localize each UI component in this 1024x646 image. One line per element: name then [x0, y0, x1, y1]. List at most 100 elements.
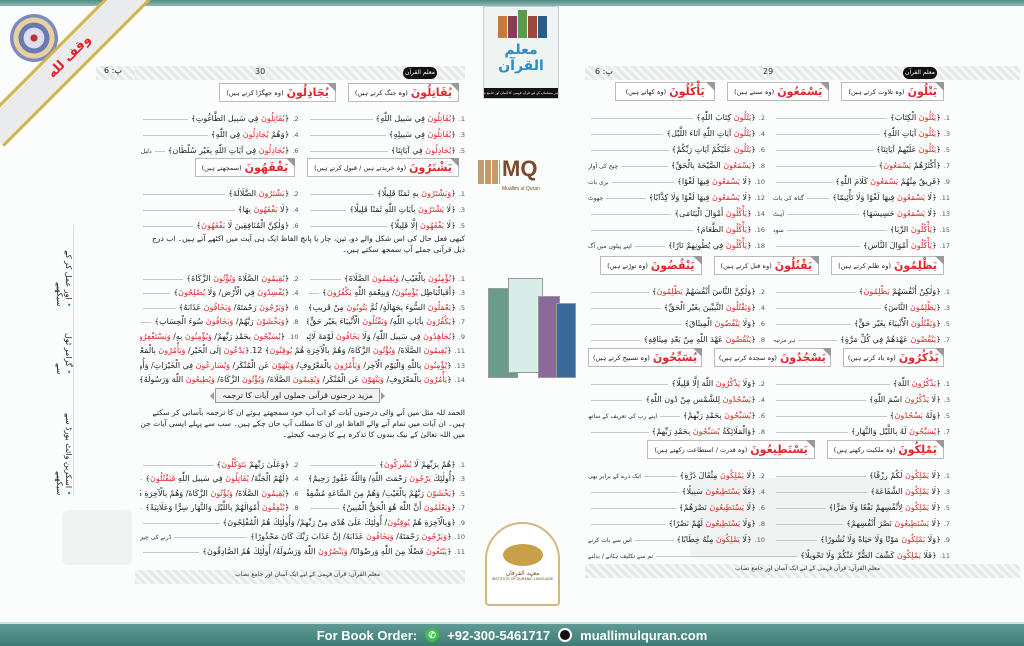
item-number: 4. — [292, 289, 299, 297]
list-item: 9. ﴿يُجَاهِدُونَ فِي سَبِيلِ اللّٰهِ/ وَل… — [307, 326, 466, 341]
item-number: 4. — [292, 206, 299, 214]
item-number: 9. — [458, 518, 465, 527]
answer-line — [309, 135, 386, 136]
list-item: 4. ﴿يُفْسِدُونَ فِي الْأَرْضِ/ وَلَا يُصْ… — [140, 283, 299, 297]
item-text: ﴿يُجَادِلُونَ فِي آيَاتِ اللّٰهِ بِغَيْر… — [167, 146, 290, 155]
instruction-text: کبھی فعل حال کی اس شکل والے دو، تین، چار… — [152, 234, 465, 254]
item-number: 4. — [758, 304, 765, 312]
item-text: ﴿يَتْلُونَ كِتَابَ اللّٰهِ﴾ — [696, 113, 756, 122]
item-number: 7. — [458, 318, 465, 326]
item-text: ﴿لَا يَمْلِكُونَ لِأَنْفُسِهِمْ نَفْعًا … — [828, 503, 941, 512]
item-text: ﴿وَهُمْ يُجَادِلُونَ فِي اللّٰهِ﴾ — [210, 130, 290, 139]
highlighted-verb: وَيَقْتُلُونَ — [725, 303, 752, 312]
item-text: ﴿وَيَعْلَمُونَ أَنَّ اللّٰهَ هُوَ الْحَق… — [341, 503, 456, 512]
item-text: ﴿يُسَبِّحُونَ بِحَمْدِ رَبِّهِمْ﴾ — [683, 411, 756, 420]
item-number: 7. — [458, 504, 465, 512]
verb: يَمْلِكُونَ — [898, 443, 937, 456]
list-item: 3. ﴿أُولٰئِكَ يَرْجُونَ رَحْمَتَ اللّٰهِ/… — [307, 469, 465, 483]
item-number: 2. — [292, 115, 299, 123]
verb: يُسَبِّحُونَ — [652, 351, 697, 364]
highlighted-verb: يَسْمَعُونَ — [711, 193, 740, 202]
answer-line — [776, 308, 881, 309]
highlighted-verb: يَمْلِكُونَ — [905, 503, 929, 512]
highlighted-verb: يَسْمَعُونَ — [711, 177, 740, 186]
highlighted-verb: يُشْرِكُونَ — [383, 459, 412, 469]
website-link[interactable]: muallimulquran.com — [580, 627, 708, 643]
open-book-icon — [502, 544, 543, 566]
answer-line — [154, 151, 165, 152]
margin-notes: • اسکرین وائٹ بورڈ سے سیکھیے • گرامر ٹول… — [38, 225, 74, 495]
item-number: 15. — [939, 226, 950, 234]
left-page-header: 30 معلم القرآن — [135, 66, 465, 80]
item-number: 14. — [454, 376, 465, 384]
item-note: اپنے پیٹوں میں آگ — [588, 243, 632, 250]
item-number: 3. — [943, 130, 950, 138]
header-badge: معلم القرآن — [403, 67, 437, 79]
item-note: دلیل کے بغیر — [140, 148, 152, 155]
whatsapp-icon: ✆ — [425, 628, 440, 642]
item-text: ﴿يُؤْمِنُونَ بِاللّٰهِ وَالْيَوْمِ الْآخ… — [140, 360, 452, 370]
answer-line — [143, 307, 176, 309]
highlighted-verb: وَيَسْتَغْفِرُونَ — [140, 331, 171, 341]
verb: يَظْلِمُونَ — [894, 259, 937, 272]
page-number: 29 — [763, 67, 774, 76]
highlighted-verb: وَيَأْمُرُونَ — [158, 346, 186, 355]
item-note: تم سے تکلیف ہٹانے / بدلنے — [588, 553, 654, 560]
item-number: 1. — [943, 380, 950, 388]
answer-line — [591, 340, 641, 341]
right-page-header: پ: 6 29 معلم القرآن — [585, 66, 1020, 80]
list-item: 7. ﴿وَيَعْلَمُونَ أَنَّ اللّٰهَ هُوَ الْح… — [307, 498, 465, 512]
item-number: 5. — [943, 320, 950, 328]
section-banner: مزید درجنوں قرآنی جملوں اور آیات کا ترجم… — [210, 388, 385, 403]
item-text: ﴿وَلَا يَمْلِكُونَ مَوْتًا وَلَا حَيَاةً… — [820, 535, 941, 544]
item-text: ﴿وَيَقْتُلُونَ النَّبِيِّينَ بِغَيْرِ ال… — [663, 303, 756, 312]
list-item: 5. ﴿لَا يَفْقَهُونَ إِلَّا قَلِيلًا﴾ — [307, 214, 465, 230]
highlighted-verb: يَسْمَعُونَ — [870, 177, 899, 186]
item-number: 8. — [292, 504, 299, 512]
item-note: بری بات — [588, 179, 609, 186]
item-text: ﴿وَعَلَىٰ رَبِّهِمْ يَتَوَكَّلُونَ﴾ — [216, 459, 290, 469]
item-text: ﴿يُسَبِّحُونَ لَهُ بِاللَّيْلِ وَالنَّهَ… — [850, 427, 941, 436]
list-item: 2. ﴿يَشْتَرُونَ الضَّلَالَةَ﴾ — [140, 182, 299, 198]
item-number: 4. — [758, 130, 765, 138]
highlighted-verb: يَمْلِكُونَ — [905, 487, 929, 496]
highlighted-verb: وَيَشْتَرُونَ — [421, 189, 452, 198]
verb-meaning: (وہ یاد کرتے ہیں) — [847, 353, 896, 362]
item-number: 3. — [458, 475, 465, 483]
answer-line — [776, 292, 856, 293]
item-number: 3. — [458, 289, 465, 297]
list-item: 5. ﴿يَتْلُونَ عَلَيْهِمْ آيَاتِنَا﴾ — [773, 138, 950, 154]
highlighted-verb: يُسَبِّحُونَ — [253, 331, 281, 341]
list-item: 11. ﴿فَلَا يَمْلِكُونَ كَشْفَ الضُّرِّ عَ… — [588, 544, 950, 560]
list-item: 2. ﴿وَعَلَىٰ رَبِّهِمْ يَتَوَكَّلُونَ﴾ — [140, 454, 299, 469]
answer-line — [309, 210, 347, 211]
answer-line — [591, 118, 694, 119]
verb-meaning: (وہ توڑتے ہیں) — [607, 261, 648, 270]
part-label: پ: 6 — [104, 66, 122, 75]
highlighted-verb: يَأْمُرُونَ — [423, 375, 447, 384]
section-left-1: يُقَاتِلُونَ (وہ جنگ کرتے ہیں) يُجَادِلُون… — [140, 83, 465, 155]
highlighted-verb: يَسْتَطِيعُونَ — [705, 519, 741, 528]
list-item: 8. ﴿يَسْمَعُونَ الصَّيْحَةَ بِالْحَقِّ﴾ چی… — [588, 154, 765, 170]
verb-box: يَفْقَهُونَ (سمجھتے ہیں) — [194, 158, 296, 177]
answer-line — [776, 508, 826, 509]
highlighted-verb: يُجَادِلُونَ — [242, 130, 269, 139]
list-item: 2. ﴿يُقَاتِلُونَ فِي سَبِيلِ الطَّاغُوتِ﴾ — [140, 107, 299, 123]
item-number: 11. — [454, 347, 465, 355]
answer-line — [591, 292, 649, 293]
answer-line — [309, 464, 377, 466]
answer-line — [141, 322, 152, 323]
highlighted-verb: يَكْفُرُونَ — [326, 288, 352, 297]
item-list: 1. ﴿وَلٰكِنْ أَنْفُسَهُمْ يَظْلِمُونَ﴾ 2. ﴿… — [588, 280, 950, 344]
verb-box: يَسْجُدُونَ (وہ سجدہ کرتے ہیں) — [713, 348, 831, 367]
logo-name: Muallim ul Quran — [502, 186, 540, 192]
verb-meaning: (وہ ملکیت رکھتے ہیں) — [833, 445, 896, 454]
item-text: ﴿يُقِيمُونَ الصَّلَاةَ/ وَيُؤْتُونَ الزَ… — [140, 488, 290, 498]
list-item: 18. ﴿يَأْكُلُونَ فِي بُطُونِهِمْ نَارًا﴾ ا… — [588, 234, 765, 250]
highlighted-verb: وَيَقْتُلُونَ — [910, 319, 937, 328]
highlighted-verb: يَمْلِكُونَ — [901, 535, 926, 544]
phone-link[interactable]: +92-300-5461717 — [447, 627, 551, 643]
answer-line — [591, 432, 649, 433]
item-number: 1. — [458, 115, 465, 123]
list-item: 6. ﴿وَلٰكِنَّ الْمُنَافِقِينَ لَا يَفْقَه… — [140, 214, 299, 230]
